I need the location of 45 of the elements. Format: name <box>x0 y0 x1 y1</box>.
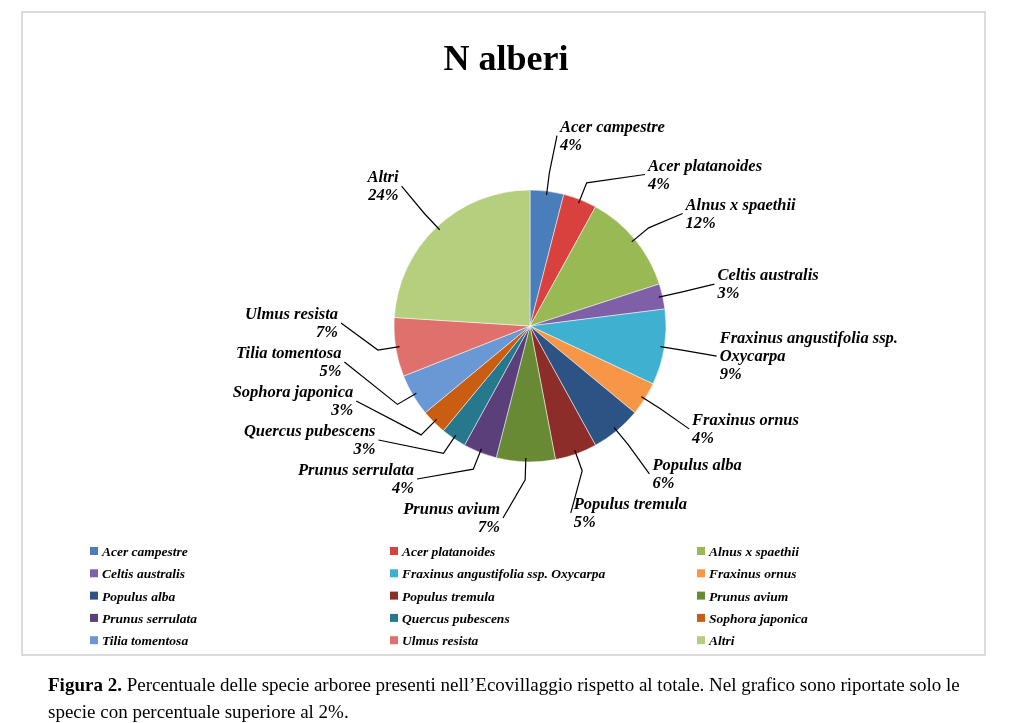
slice-label: Fraxinus angustifolia ssp. Oxycarpa <box>718 328 898 366</box>
legend-label: Prunus avium <box>709 588 789 604</box>
legend-label: Ulmus resista <box>402 633 479 649</box>
data-label: 4% <box>559 134 582 154</box>
slice-label: Ulmus resista <box>244 304 339 323</box>
chart-title: N alberi <box>443 38 569 78</box>
data-label: 12% <box>685 212 716 232</box>
slice-label: Quercus pubescens <box>243 421 376 440</box>
data-label: 9% <box>719 364 742 384</box>
legend-label: Acer platanoides <box>401 544 496 559</box>
data-label: 4% <box>646 173 670 193</box>
data-label: 24% <box>367 185 399 205</box>
slice-label: Acer platanoides <box>646 155 763 175</box>
slice-label: Acer campestre <box>559 116 665 136</box>
data-label: 5% <box>319 361 342 380</box>
legend-label: Altri <box>708 633 735 649</box>
legend-label: Acer campestre <box>101 544 188 559</box>
legend-label: Tilia tomentosa <box>102 633 189 649</box>
data-label: 3% <box>352 439 376 458</box>
slice-label: Populus alba <box>651 454 742 474</box>
slice-label: Alnus x spaethii <box>684 194 797 214</box>
slice-label: Sophora japonica <box>232 382 354 401</box>
legend-label: Celtis australis <box>102 566 185 582</box>
legend-label: Populus alba <box>102 588 176 604</box>
slice-label: Populus tremula <box>572 493 688 513</box>
slice-label: Prunus serrulata <box>296 460 414 479</box>
slice-label: Tilia tomentosa <box>236 343 342 362</box>
slice-label: Altri <box>366 167 399 187</box>
text: Figura 2. Percentuale delle specie arboree presenti nell’Ecovillaggio rispetto al totale. Nel grafico sono riportate solo le specie con percentuale superiore al 2%. <box>48 674 960 722</box>
data-label: 3% <box>716 283 740 303</box>
slice-label: Celtis australis <box>717 265 819 285</box>
data-label: 4% <box>691 427 715 447</box>
legend-label: Quercus pubescens <box>402 610 510 626</box>
data-label: 4% <box>391 478 414 497</box>
legend-label: Fraxinus angustifolia ssp. Oxycarpa <box>401 566 606 582</box>
data-label: 7% <box>478 517 500 536</box>
data-label: 7% <box>316 322 339 341</box>
slice-label: Prunus avium <box>402 499 501 518</box>
slice-label: Fraxinus ornus <box>691 409 799 429</box>
data-label: 3% <box>330 400 354 419</box>
legend-label: Fraxinus ornus <box>708 566 797 582</box>
legend-label: Prunus serrulata <box>102 610 198 626</box>
legend-label: Sophora japonica <box>709 610 808 626</box>
legend-label: Populus tremula <box>402 588 495 604</box>
legend-label: Alnus x spaethii <box>708 544 800 559</box>
